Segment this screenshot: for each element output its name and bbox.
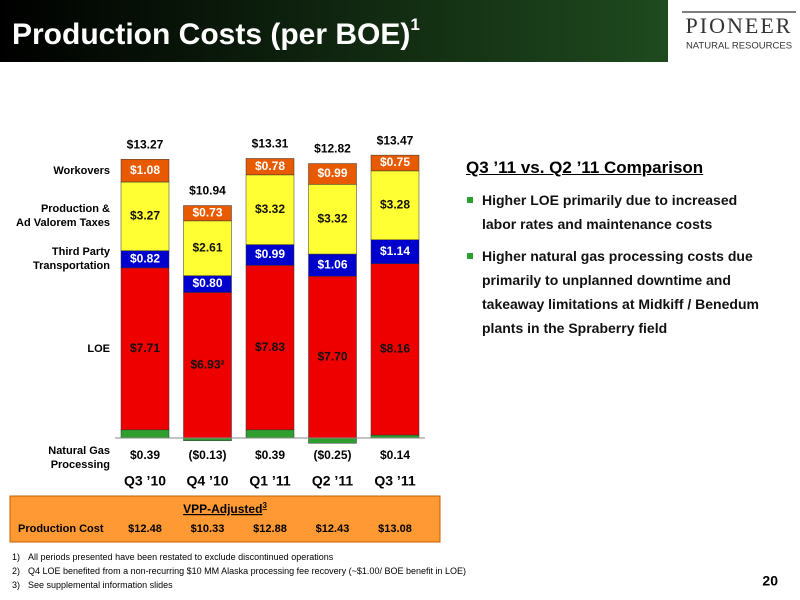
value-label: $7.70	[317, 349, 347, 363]
footnote: 1) All periods presented have been restat…	[12, 550, 466, 564]
total-label: $13.31	[252, 137, 289, 151]
series-label: Workovers	[53, 164, 110, 177]
footnotes: 1) All periods presented have been restat…	[12, 550, 466, 592]
footnote-mark: 2)	[12, 566, 21, 576]
bar-segment	[120, 159, 170, 183]
value-label: $1.08	[130, 163, 160, 177]
total-label: $12.82	[314, 142, 351, 156]
value-label: $3.27	[130, 209, 160, 223]
vpp-value: $12.88	[253, 523, 287, 535]
x-tick-label: Q3 ’10	[124, 473, 166, 489]
value-label: $0.75	[380, 155, 410, 169]
bar-segment	[245, 265, 295, 431]
comparison: Q3 ’11 vs. Q2 ’11 Comparison Higher LOE …	[466, 158, 766, 348]
value-label: $0.39	[130, 448, 160, 462]
value-label: ($0.13)	[188, 448, 226, 462]
vpp-value: $13.08	[378, 523, 412, 535]
bar-segment	[370, 263, 420, 436]
value-label: $6.93²	[190, 357, 224, 371]
bar-segment	[308, 437, 357, 444]
value-label: $3.32	[317, 211, 347, 225]
bullet-list: Higher LOE primarily due to increased la…	[466, 188, 766, 340]
bar-segment	[120, 429, 170, 439]
value-label: $0.99	[255, 247, 285, 261]
total-label: $13.47	[377, 133, 414, 147]
value-label: $3.28	[380, 197, 410, 211]
vpp-box	[9, 495, 441, 543]
value-label: $8.16	[380, 342, 410, 356]
bullet: Higher natural gas processing costs due …	[466, 244, 766, 340]
bar-segment	[120, 181, 170, 251]
logo-name: PIONEER	[686, 13, 793, 38]
value-label: $7.71	[130, 341, 160, 355]
x-tick-label: Q3 ’11	[374, 473, 415, 489]
logo-tagline: NATURAL RESOURCES	[686, 41, 792, 52]
bar-segment	[308, 276, 357, 439]
value-label: $0.82	[130, 251, 160, 265]
bar-segment	[245, 158, 295, 176]
value-label: $0.80	[192, 276, 222, 290]
footnote-mark: 1)	[12, 552, 21, 562]
vpp-value: $12.43	[316, 523, 350, 535]
value-label: $3.32	[255, 202, 285, 216]
bar-segment	[183, 220, 232, 276]
series-label: Third Party Transportation	[32, 246, 110, 273]
x-tick-label: Q4 ’10	[186, 473, 228, 489]
value-label: $0.39	[255, 448, 285, 462]
footnote-text: See supplemental information slides	[28, 580, 173, 590]
value-label: $1.14	[380, 244, 410, 258]
bar-segment	[370, 170, 420, 241]
x-tick-label: Q1 ’11	[249, 473, 290, 489]
bar-segment	[245, 174, 295, 245]
bar-segment	[120, 267, 170, 431]
page-number: 20	[762, 573, 778, 589]
comparison-title: Q3 ’11 vs. Q2 ’11 Comparison	[466, 158, 704, 177]
series-label: LOE	[87, 342, 110, 355]
vpp-row-label: Production Cost	[18, 523, 104, 535]
value-label: ($0.25)	[313, 448, 351, 462]
footnote-text: Q4 LOE benefited from a non-recurring $1…	[28, 566, 466, 576]
x-tick-label: Q2 ’11	[312, 473, 353, 489]
value-label: $7.83	[255, 340, 285, 354]
bullet: Higher LOE primarily due to increased la…	[466, 188, 766, 236]
footnote: 3) See supplemental information slides	[12, 578, 466, 592]
vpp-value: $12.48	[128, 523, 162, 535]
value-label: $1.06	[317, 257, 347, 271]
title-bar	[0, 0, 668, 62]
footnote-text: All periods presented have been restated…	[28, 552, 334, 562]
value-label: $0.73	[192, 205, 222, 219]
bar-segment	[245, 429, 295, 439]
series-label: Production & Ad Valorem Taxes	[16, 203, 110, 230]
value-label: $0.99	[317, 166, 347, 180]
bar-segment	[370, 154, 420, 172]
value-label: $0.78	[255, 159, 285, 173]
bar-segment	[308, 163, 357, 185]
bar-segment	[183, 292, 232, 439]
total-label: $10.94	[189, 184, 226, 198]
series-label: Natural Gas Processing	[48, 445, 110, 471]
slide-title: Production Costs (per BOE)1	[12, 15, 420, 50]
total-label: $13.27	[127, 138, 164, 152]
footnote-mark: 3)	[12, 580, 21, 590]
bar-segment	[183, 205, 232, 222]
value-label: $2.61	[192, 240, 222, 254]
vpp-value: $10.33	[191, 523, 225, 535]
footnote: 2) Q4 LOE benefited from a non-recurring …	[12, 564, 466, 578]
bar-segment	[308, 184, 357, 255]
value-label: $0.14	[380, 448, 410, 462]
vpp-title: VPP-Adjusted3	[183, 501, 267, 516]
